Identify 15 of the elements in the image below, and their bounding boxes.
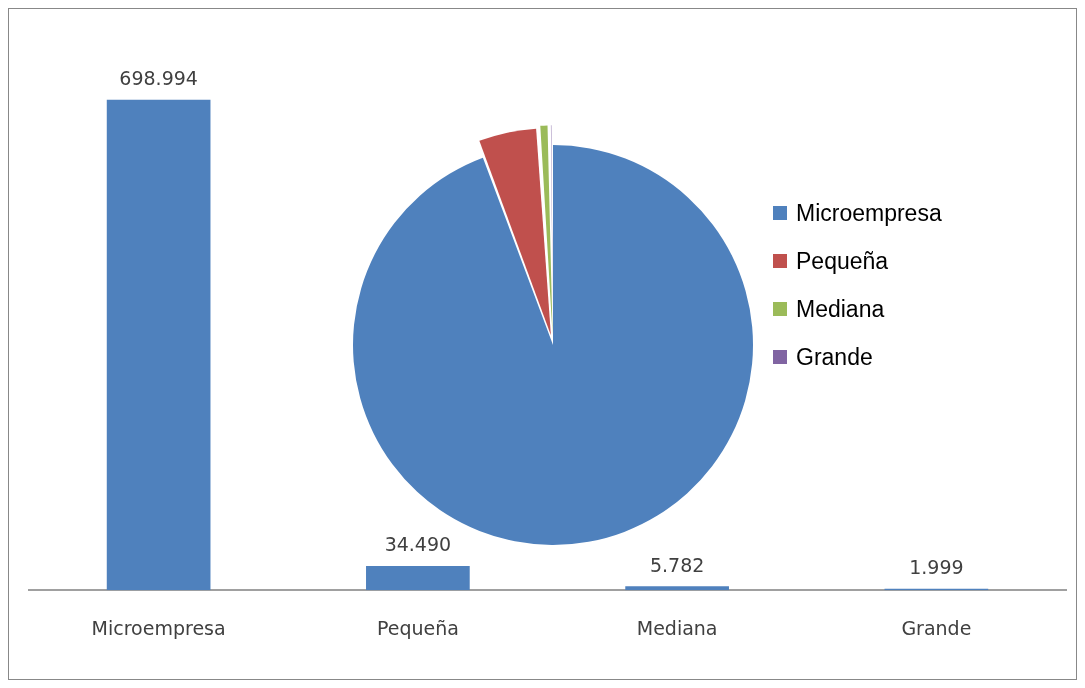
legend-label: Pequeña bbox=[796, 247, 889, 275]
x-tick-label: Grande bbox=[901, 616, 972, 639]
x-tick-label: Microempresa bbox=[91, 616, 226, 639]
data-label: 34.490 bbox=[384, 533, 452, 556]
x-tick-label: Pequeña bbox=[376, 616, 459, 639]
bar bbox=[366, 566, 470, 591]
bar bbox=[106, 99, 211, 591]
x-tick-label: Mediana bbox=[636, 616, 718, 639]
bar bbox=[625, 586, 729, 591]
data-label: 698.994 bbox=[119, 67, 198, 90]
data-label: 1.999 bbox=[909, 556, 964, 579]
legend-label: Microempresa bbox=[796, 199, 942, 227]
data-label: 5.782 bbox=[649, 553, 705, 576]
legend-label: Mediana bbox=[796, 295, 885, 323]
legend-label: Grande bbox=[796, 343, 873, 371]
